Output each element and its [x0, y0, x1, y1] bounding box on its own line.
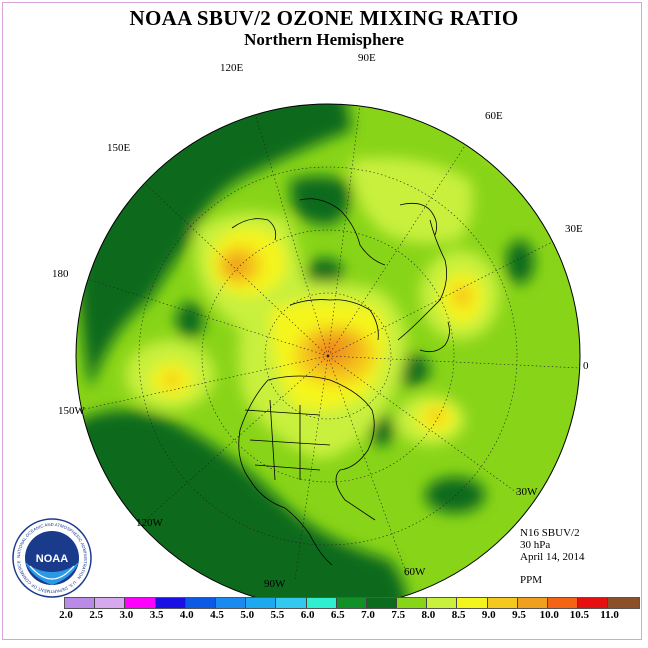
figure-frame [2, 2, 642, 640]
colorbar-tick: 4.5 [210, 609, 224, 621]
colorbar-swatch [95, 598, 126, 608]
colorbar-tick: 2.5 [89, 609, 104, 621]
region-7.0-europe [506, 240, 534, 284]
region-7.0-hawaii [176, 302, 204, 338]
colorbar-tick: 9.5 [512, 609, 526, 621]
colorbar-tick: 8.0 [421, 609, 436, 621]
region-7.0-mid-atlantic [425, 477, 485, 513]
graticule [76, 104, 580, 581]
colorbar-tick: 7.5 [391, 609, 406, 621]
region-7.0-west-pacific [120, 190, 180, 270]
region-9.5-siberia [224, 255, 248, 277]
coastlines [231, 198, 450, 566]
region-8.0-eurasia [350, 157, 474, 244]
colorbar-tick: 5.5 [270, 609, 285, 621]
lon-label-60w: 60W [404, 566, 426, 578]
colorbar-swatch [215, 598, 247, 608]
colorbar-tick: 8.5 [451, 609, 466, 621]
colorbar-tick: 7.0 [361, 609, 375, 621]
colorbar-swatch [125, 598, 156, 608]
pressure-level: 30 hPa [520, 539, 551, 551]
lon-label-30e: 30E [565, 223, 583, 235]
region-9.0-europe [452, 284, 472, 308]
colorbar-swatch [397, 598, 428, 608]
date-label: April 14, 2014 [520, 551, 585, 563]
colorbar-swatch [427, 598, 458, 608]
colorbar-swatch [608, 598, 639, 608]
colorbar-swatch [487, 598, 518, 608]
colorbar-tick: 10.5 [569, 609, 590, 621]
map-title: NOAA SBUV/2 OZONE MIXING RATIO [129, 6, 519, 30]
region-10.0-pole [322, 346, 338, 358]
lon-label-150e: 150E [107, 142, 131, 154]
region-9.0-atlantic [427, 408, 445, 424]
colorbar-swatch [155, 598, 186, 608]
colorbar-swatch [578, 598, 609, 608]
colorbar-tick: 3.0 [119, 609, 134, 621]
colorbar-swatch [246, 598, 277, 608]
colorbar-swatch [457, 598, 488, 608]
colorbar-tick-labels: 2.0 2.5 3.0 3.5 4.0 4.5 5.0 5.5 6.0 6.5 7.0 7.5 8.0 8… [54, 609, 619, 623]
colorbar-tick: 3.5 [149, 609, 164, 621]
colorbar-swatch [336, 598, 367, 608]
lon-label-30w: 30W [516, 486, 538, 498]
colorbar-tick: 9.0 [481, 609, 496, 621]
colorbar-swatch [548, 598, 579, 608]
colorbar-tick: 4.0 [179, 609, 194, 621]
colorbar-tick: 5.0 [240, 609, 255, 621]
units-label: PPM [520, 574, 543, 586]
noaa-logo: NOAA NATIONAL OCEANIC AND ATMOSPHERIC AD… [12, 518, 92, 598]
region-9.0-pacific [163, 372, 181, 388]
lon-label-180: 180 [52, 268, 69, 280]
colorbar-tick: 2.0 [59, 609, 73, 621]
lon-label-120w: 120W [136, 517, 163, 529]
lon-label-150w: 150W [58, 405, 85, 417]
lon-label-90w: 90W [264, 578, 286, 590]
colorbar [64, 597, 640, 609]
colorbar-swatch [366, 598, 398, 608]
colorbar-swatch [306, 598, 337, 608]
colorbar-swatch [517, 598, 548, 608]
colorbar-swatch [65, 598, 96, 608]
region-7.0-central [307, 258, 343, 286]
colorbar-tick: 11.0 [600, 609, 619, 621]
colorbar-tick: 6.0 [300, 609, 315, 621]
map-subtitle: Northern Hemisphere [244, 30, 404, 49]
instrument-label: N16 SBUV/2 [520, 527, 580, 539]
colorbar-swatch [276, 598, 307, 608]
lon-label-90e: 90E [358, 52, 376, 64]
lon-label-60e: 60E [485, 110, 503, 122]
colorbar-swatch [185, 598, 216, 608]
logo-text: NOAA [36, 553, 68, 565]
colorbar-tick: 6.5 [330, 609, 345, 621]
colorbar-tick: 10.0 [539, 609, 559, 621]
lon-label-120e: 120E [220, 62, 244, 74]
lon-label-0: 0 [583, 360, 589, 372]
